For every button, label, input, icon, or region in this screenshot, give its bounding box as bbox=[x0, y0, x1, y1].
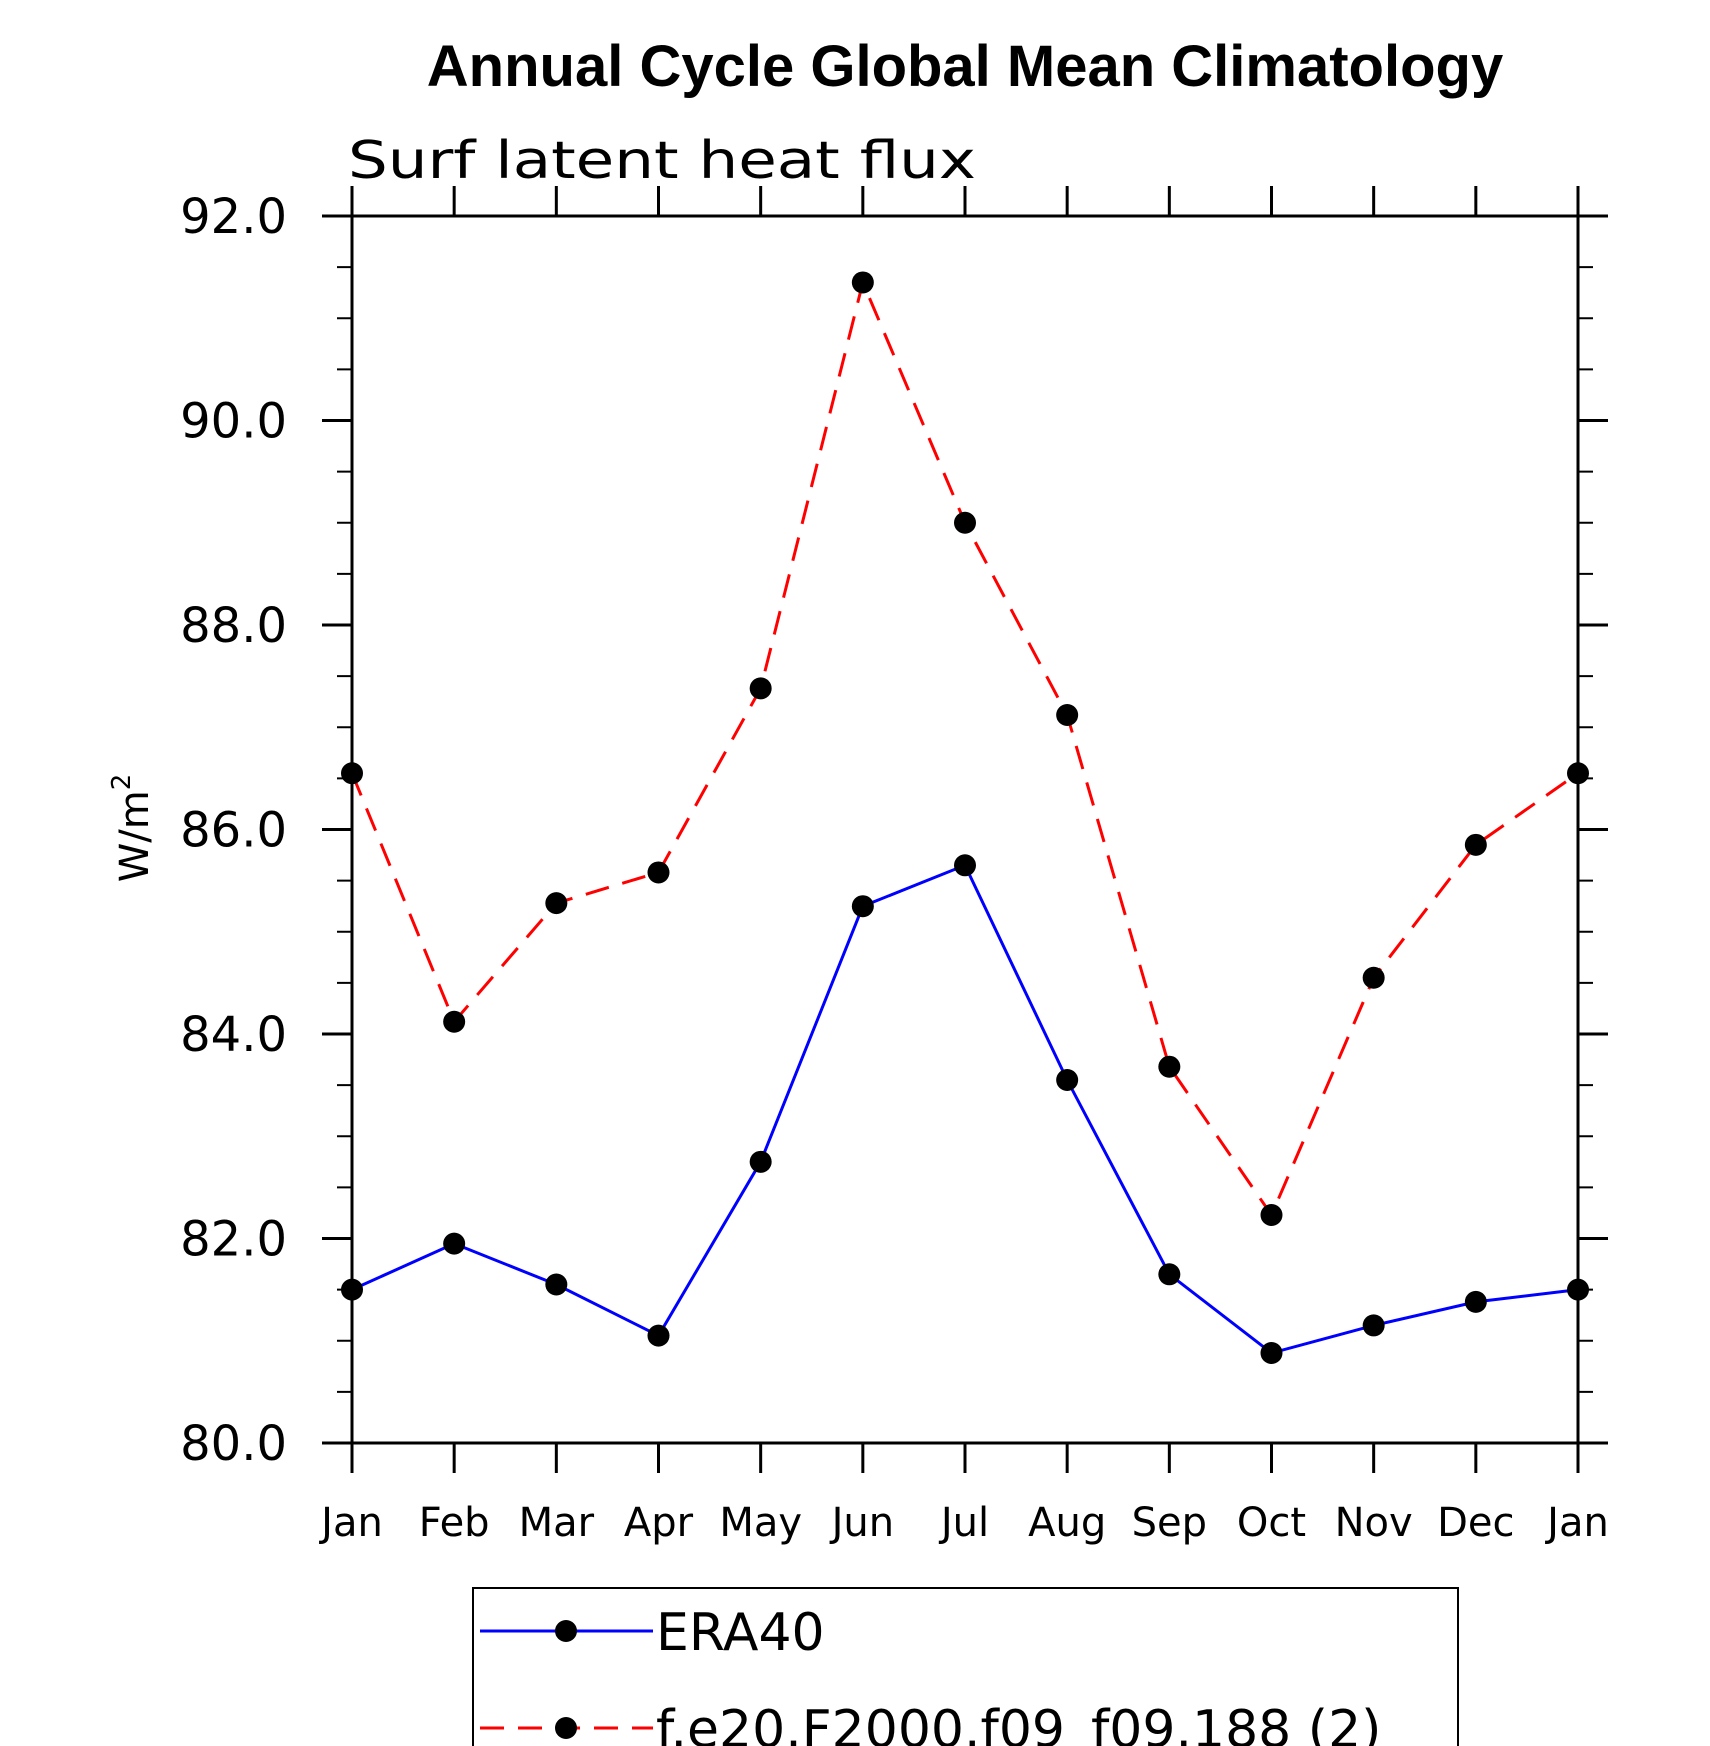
y-tick-label: 86.0 bbox=[180, 803, 287, 859]
data-point bbox=[1567, 1278, 1589, 1301]
series-1 bbox=[341, 854, 1589, 1365]
y-tick-label: 80.0 bbox=[180, 1416, 287, 1472]
chart-title: Annual Cycle Global Mean Climatology bbox=[427, 34, 1503, 99]
data-point bbox=[1464, 833, 1487, 856]
x-tick-label: Jun bbox=[829, 1500, 895, 1546]
x-tick-label: Sep bbox=[1132, 1500, 1207, 1546]
y-axis-unit: W/m bbox=[112, 790, 158, 882]
legend-box bbox=[472, 1587, 1459, 1746]
x-tick-label: Jan bbox=[318, 1500, 383, 1546]
y-axis-label-text: W/m2 bbox=[107, 774, 158, 883]
data-point bbox=[1567, 762, 1589, 785]
y-axis-label: W/m2 bbox=[107, 774, 158, 883]
data-point bbox=[851, 895, 874, 918]
data-point bbox=[749, 1150, 772, 1173]
data-point bbox=[954, 511, 976, 534]
plot-border bbox=[350, 214, 1580, 1445]
x-tick-label: Apr bbox=[624, 1500, 694, 1546]
x-axis: Jan Feb Mar Apr May Jun Jul Aug Sep Oct Nov Dec Jan bbox=[318, 186, 1609, 1546]
data-point bbox=[954, 854, 976, 877]
chart-subtitle: Surf latent heat flux bbox=[348, 131, 976, 191]
y-tick-label: 88.0 bbox=[180, 598, 287, 654]
x-tick-label: Jul bbox=[938, 1500, 989, 1546]
legend-label: f.e20.F2000.f09_f09.188 (2) bbox=[656, 1700, 1381, 1746]
data-point bbox=[1056, 1069, 1079, 1092]
series-group bbox=[341, 271, 1589, 1365]
y-tick-label: 92.0 bbox=[180, 189, 287, 245]
data-point bbox=[1260, 1342, 1283, 1365]
data-point bbox=[1362, 1314, 1385, 1337]
x-tick-label: Aug bbox=[1028, 1500, 1106, 1546]
series-2 bbox=[341, 271, 1589, 1226]
x-tick-label: Feb bbox=[419, 1500, 490, 1546]
legend-marker bbox=[555, 1717, 577, 1739]
x-tick-label: Nov bbox=[1335, 1500, 1413, 1546]
data-point bbox=[1158, 1263, 1181, 1286]
data-point bbox=[647, 1324, 670, 1347]
y-tick-label: 90.0 bbox=[180, 394, 287, 450]
legend-entry: f.e20.F2000.f09_f09.188 (2) bbox=[480, 1700, 1381, 1746]
data-point bbox=[341, 762, 363, 785]
legend: ERA40 f.e20.F2000.f09_f09.188 (2) bbox=[472, 1587, 1459, 1746]
data-point bbox=[443, 1232, 466, 1255]
data-point bbox=[1158, 1055, 1181, 1078]
data-point bbox=[341, 1278, 363, 1301]
legend-entry: ERA40 bbox=[480, 1603, 825, 1663]
data-point bbox=[545, 892, 568, 915]
x-tick-label: May bbox=[719, 1500, 802, 1546]
data-point bbox=[443, 1010, 466, 1033]
data-point bbox=[545, 1273, 568, 1296]
data-point bbox=[1260, 1203, 1283, 1226]
plot-frame bbox=[350, 214, 1580, 1445]
y-axis-unit-exponent: 2 bbox=[107, 774, 137, 791]
data-point bbox=[647, 861, 670, 884]
y-tick-label: 82.0 bbox=[180, 1212, 287, 1268]
y-tick-label: 84.0 bbox=[180, 1007, 287, 1063]
data-point bbox=[1056, 703, 1079, 726]
x-tick-label: Oct bbox=[1237, 1500, 1306, 1546]
data-point bbox=[1362, 966, 1385, 989]
series-line bbox=[351, 863, 1579, 1355]
data-point bbox=[1464, 1290, 1487, 1313]
y-axis: 80.0 82.0 84.0 86.0 88.0 90.0 92.0 bbox=[180, 189, 1608, 1472]
x-tick-label: Jan bbox=[1544, 1500, 1609, 1546]
x-tick-label: Mar bbox=[519, 1500, 595, 1546]
series-line bbox=[350, 277, 1579, 1219]
x-tick-label: Dec bbox=[1437, 1500, 1514, 1546]
data-point bbox=[749, 677, 772, 700]
data-point bbox=[851, 271, 874, 294]
legend-label: ERA40 bbox=[656, 1603, 825, 1663]
legend-marker bbox=[555, 1620, 577, 1642]
